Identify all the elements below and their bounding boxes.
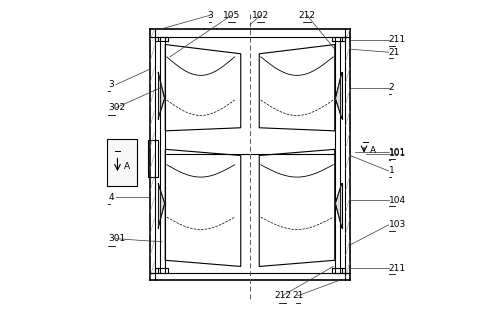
- Text: 212: 212: [298, 11, 316, 20]
- Text: 212: 212: [274, 291, 291, 300]
- Text: 2: 2: [388, 83, 394, 92]
- Text: 101: 101: [388, 148, 406, 157]
- Text: 105: 105: [223, 11, 240, 20]
- Text: 103: 103: [388, 220, 406, 229]
- Text: A: A: [370, 146, 376, 156]
- Bar: [106, 138, 138, 186]
- Text: 3: 3: [108, 80, 114, 89]
- Text: 301: 301: [108, 234, 126, 243]
- Text: 1: 1: [388, 166, 394, 175]
- Text: 211: 211: [388, 263, 406, 272]
- Bar: [148, 140, 158, 177]
- Text: 102: 102: [252, 11, 270, 20]
- Text: 3: 3: [207, 11, 213, 20]
- Text: 302: 302: [108, 103, 126, 112]
- Text: 101: 101: [388, 150, 406, 159]
- Text: 21: 21: [388, 48, 400, 57]
- Text: A: A: [124, 162, 130, 171]
- Text: 4: 4: [108, 193, 114, 202]
- Text: 104: 104: [388, 196, 406, 205]
- Text: 211: 211: [388, 35, 406, 44]
- Text: 21: 21: [292, 291, 304, 300]
